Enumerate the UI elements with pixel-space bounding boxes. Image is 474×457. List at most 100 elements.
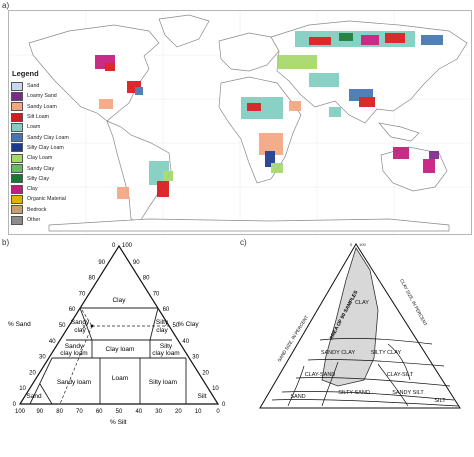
legend-item-label: Clay	[27, 186, 38, 193]
region-c-clay-silt: CLAY-SILT	[387, 372, 414, 378]
triangle-b-left-tick: 0	[13, 402, 17, 408]
legend-swatch	[11, 205, 23, 215]
region-sandy-clay-loam-line2: clay loam	[60, 350, 87, 357]
region-c-sand: SAND	[290, 394, 305, 400]
triangle-b-bottom-tick: 50	[116, 409, 123, 415]
legend-swatch	[11, 194, 23, 204]
triangle-b-silt-axis-label: % Silt	[110, 419, 127, 426]
triangle-b-apex-tick-0: 0	[112, 243, 116, 249]
triangle-b-bottom-tick: 60	[96, 409, 103, 415]
triangle-b-left-tick: 90	[98, 260, 105, 266]
triangle-b-right-tick: 60	[163, 307, 170, 313]
region-c-sandy-clay: SANDY CLAY	[321, 350, 356, 356]
legend-item: Loam	[11, 122, 97, 132]
legend-swatch	[11, 122, 23, 132]
triangle-c-apex-tick-100: 100	[359, 242, 366, 247]
legend-swatch	[11, 102, 23, 112]
triangle-c-apex-tick-0: 0	[350, 242, 353, 247]
triangle-b-bottom-tick: 90	[36, 409, 43, 415]
legend-item-label: Silty Clay	[27, 175, 50, 182]
panel-b-label: b)	[2, 238, 10, 247]
legend-items: Sand Loamy Sand Sandy Loam Silt Loam Loam San…	[11, 81, 97, 225]
triangle-b-left-tick: 50	[59, 323, 66, 329]
triangle-b-sand-axis-label: % Sand	[8, 321, 31, 328]
triangle-b-right-tick: 10	[212, 386, 219, 392]
triangle-b-bottom-tick: 70	[76, 409, 83, 415]
legend-item: Clay	[11, 184, 97, 194]
sediment-classification-triangle: 0 100 SAND SIZE, IN PERCENT CLAY SIZE, I…	[238, 240, 474, 452]
legend-item-label: Loamy Sand	[27, 93, 57, 100]
legend-swatch	[11, 91, 23, 101]
legend-item-label: Sand	[27, 83, 40, 90]
triangle-b-example-lines	[59, 309, 172, 405]
legend-item: Sand	[11, 81, 97, 91]
region-sandy-clay-line2: clay	[74, 327, 86, 334]
triangle-b-apex-tick-100: 100	[122, 243, 133, 249]
legend-item-label: Sandy Clay Loam	[27, 134, 69, 141]
map-legend: Legend Sand Loamy Sand Sandy Loam Silt Loam…	[11, 69, 97, 225]
region-clay-loam: Clay loam	[106, 346, 135, 353]
region-silty-clay-line1: Silty	[156, 319, 169, 326]
legend-swatch	[11, 164, 23, 174]
triangle-b-left-tick: 10	[19, 386, 26, 392]
triangle-b-bottom-tick: 100	[15, 409, 26, 415]
legend-item-label: Clay Loam	[27, 155, 53, 162]
region-clay: Clay	[112, 297, 126, 304]
triangle-b-region-boundaries	[29, 307, 187, 405]
legend-item: Bedrock	[11, 205, 97, 215]
triangle-b-outline	[18, 244, 220, 405]
region-silty-clay-loam-line1: Silty	[160, 343, 173, 350]
triangle-b-right-tick: 70	[153, 291, 160, 297]
triangle-b-marker-label: X	[82, 325, 86, 331]
legend-item: Loamy Sand	[11, 91, 97, 101]
legend-swatch	[11, 143, 23, 153]
legend-swatch	[11, 174, 23, 184]
legend-swatch	[11, 184, 23, 194]
region-silty-loam: Silty loam	[149, 379, 177, 386]
legend-swatch	[11, 81, 23, 91]
panel-a-label: a)	[2, 1, 10, 10]
triangle-b-right-tick: 0	[222, 402, 226, 408]
legend-item: Silt Loam	[11, 112, 97, 122]
triangle-b-left-tick: 80	[89, 276, 96, 282]
legend-item: Silty Clay	[11, 174, 97, 184]
region-silt: Silt	[197, 393, 206, 400]
legend-item-label: Other	[27, 217, 41, 223]
triangle-b-left-ticks: 90 80 70 60 50 40 30 20 10 0	[13, 260, 106, 408]
region-sandy-clay-line1: Sandy	[71, 319, 90, 326]
region-c-silty-clay: SILTY CLAY	[371, 350, 402, 356]
legend-title: Legend	[12, 69, 39, 78]
region-sandy-loam: Sandy loam	[57, 379, 91, 386]
legend-item: Sandy Clay Loam	[11, 132, 97, 143]
region-loam: Loam	[112, 375, 128, 382]
world-map-graphic	[9, 11, 471, 234]
world-soil-texture-map: Legend Sand Loamy Sand Sandy Loam Silt Loam…	[8, 10, 472, 235]
legend-swatch	[11, 112, 23, 122]
triangle-b-bottom-ticks: 100 90 80 70 60 50 40 30 20 10 0	[15, 409, 220, 415]
region-c-clay-sand: CLAY-SAND	[305, 372, 336, 378]
region-sand: Sand	[26, 393, 42, 400]
triangle-b-right-tick: 90	[133, 260, 140, 266]
legend-item: Sandy Loam	[11, 102, 97, 112]
triangle-b-bottom-tick: 10	[195, 409, 202, 415]
triangle-b-left-tick: 40	[49, 339, 56, 345]
triangle-b-bottom-tick: 80	[56, 409, 63, 415]
legend-swatch	[11, 215, 23, 225]
triangle-c-apex-ticks: 0 100	[350, 242, 366, 247]
legend-item-label: Silt Loam	[27, 114, 50, 121]
legend-item-label: Organic Material	[27, 196, 66, 203]
sample-area-shading	[321, 247, 379, 387]
legend-item-label: Bedrock	[27, 206, 47, 213]
triangle-b-clay-axis-label: % Clay	[178, 321, 199, 328]
triangle-b-bottom-tick: 30	[155, 409, 162, 415]
triangle-b-right-tick: 50	[173, 323, 180, 329]
legend-item: Sandy Clay	[11, 163, 97, 174]
panel-c-label: c)	[240, 238, 247, 247]
legend-item: Clay Loam	[11, 153, 97, 163]
triangle-b-left-tick: 30	[39, 355, 46, 361]
triangle-b-right-tick: 30	[192, 355, 199, 361]
legend-item-label: Silty Clay Loam	[27, 144, 64, 151]
triangle-b-right-tick: 40	[182, 339, 189, 345]
triangle-b-right-tick: 20	[202, 370, 209, 376]
triangle-c-contours	[271, 338, 459, 407]
